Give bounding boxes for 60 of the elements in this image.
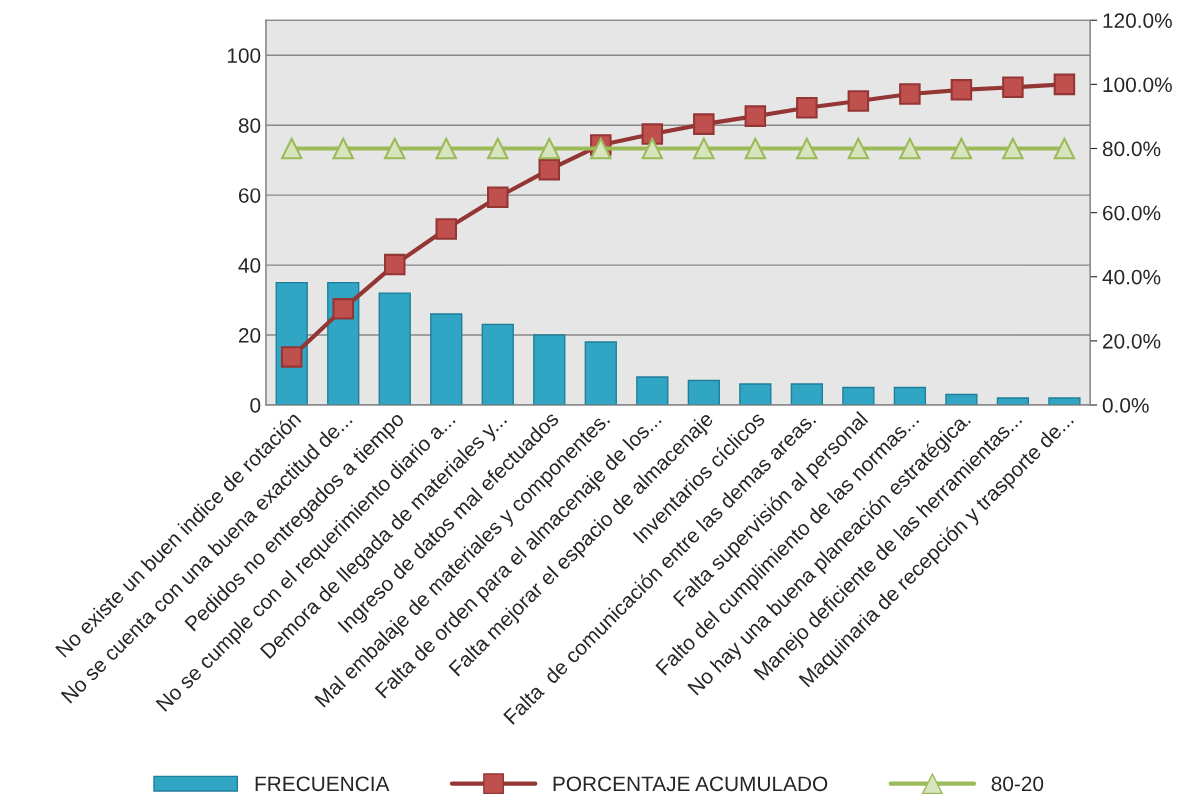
- point: [847, 137, 870, 160]
- point: [950, 137, 973, 160]
- bar: [790, 383, 824, 405]
- bar: [430, 313, 463, 405]
- point: [641, 137, 664, 160]
- bar: [945, 393, 978, 405]
- y2-tick-label: 40.0%: [1102, 269, 1161, 285]
- point: [796, 137, 818, 160]
- bar: [584, 341, 617, 405]
- bar: [842, 386, 875, 405]
- bar: [533, 334, 566, 405]
- point: [744, 105, 767, 127]
- bar: [893, 386, 927, 405]
- bar: [996, 397, 1030, 405]
- y2-tick-label: 0.0%: [1102, 398, 1149, 413]
- point: [487, 186, 509, 208]
- y-tick-label: 20: [238, 328, 261, 343]
- y2-tick-label: 80.0%: [1102, 141, 1161, 157]
- bar: [481, 323, 514, 405]
- point: [538, 137, 561, 160]
- point: [950, 79, 973, 101]
- point: [435, 137, 458, 160]
- y-tick-label: 0: [250, 398, 261, 413]
- bar: [739, 383, 772, 405]
- y-tick-label: 80: [238, 118, 261, 133]
- bar: [1048, 397, 1081, 405]
- point: [1002, 76, 1024, 99]
- point: [796, 97, 818, 119]
- legend-label: FRECUENCIA: [255, 776, 390, 792]
- y2-tick-label: 100.0%: [1103, 77, 1172, 93]
- bar: [378, 292, 411, 405]
- y-tick-label: 100: [227, 48, 261, 63]
- bar: [636, 376, 669, 405]
- point: [280, 137, 303, 160]
- point: [487, 137, 509, 160]
- legend-label: PORCENTAJE ACUMULADO: [553, 776, 828, 792]
- y2-tick-label: 60.0%: [1103, 205, 1161, 221]
- point: [744, 137, 767, 160]
- y-tick-label: 60: [238, 188, 261, 203]
- point: [693, 137, 715, 160]
- y-tick-label: 40: [238, 258, 261, 273]
- y2-tick-label: 120.0%: [1103, 13, 1172, 28]
- point: [1053, 137, 1076, 160]
- point: [1053, 73, 1076, 96]
- point: [383, 137, 406, 160]
- bar: [687, 379, 720, 405]
- point: [383, 253, 406, 276]
- point: [693, 113, 715, 135]
- point: [899, 83, 921, 105]
- point: [332, 298, 354, 320]
- point: [899, 137, 921, 160]
- point: [641, 123, 664, 145]
- point: [332, 137, 354, 160]
- point: [280, 346, 303, 368]
- point: [847, 90, 870, 112]
- legend-label: 80-20: [991, 776, 1044, 792]
- point: [1002, 137, 1024, 160]
- point: [435, 218, 458, 240]
- y2-tick-label: 20.0%: [1103, 333, 1161, 349]
- point: [538, 158, 561, 181]
